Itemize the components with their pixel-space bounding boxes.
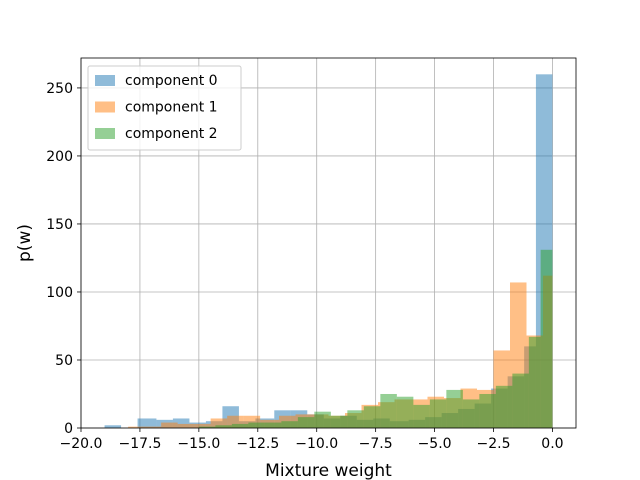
bar-component-2-9 [347, 410, 364, 428]
x-tick-label-6: −5.0 [418, 436, 452, 452]
bar-component-2-15 [446, 389, 463, 428]
x-tick-label-2: −15.0 [177, 436, 220, 452]
bar-component-2-19 [512, 373, 529, 428]
legend-label-component-2: component 2 [125, 126, 218, 142]
bar-component-2-7 [314, 411, 331, 428]
x-tick-label-1: −17.5 [118, 436, 161, 452]
x-tick-label-0: −20.0 [60, 436, 103, 452]
bar-component-0-4 [172, 418, 190, 428]
y-tick-label-4: 200 [46, 149, 73, 165]
bar-component-2-18 [495, 385, 513, 428]
x-tick-label-4: −10.0 [295, 436, 338, 452]
x-tick-label-7: −2.5 [477, 436, 511, 452]
bar-component-0-2 [137, 418, 157, 428]
x-axis-label: Mixture weight [265, 461, 392, 480]
bar-component-1-3 [177, 423, 195, 428]
bar-component-2-12 [396, 396, 414, 428]
legend-box [87, 65, 242, 151]
bar-component-1-4 [194, 423, 211, 428]
y-tick-label-1: 50 [55, 353, 73, 369]
bar-component-1-0 [128, 426, 145, 428]
bar-component-2-5 [281, 421, 298, 428]
bar-component-1-5 [210, 418, 228, 428]
x-tick-label-3: −12.5 [236, 436, 279, 452]
plot-frame [80, 57, 577, 429]
series-component-2 [198, 249, 553, 428]
bar-component-2-4 [264, 422, 282, 428]
legend-swatch-component-2 [95, 128, 115, 139]
bar-component-2-6 [297, 417, 315, 428]
bar-component-2-11 [380, 393, 397, 428]
bar-component-2-17 [479, 393, 496, 428]
bar-component-2-13 [413, 404, 430, 428]
y-tick-label-2: 100 [46, 285, 73, 301]
y-tick-label-0: 0 [64, 421, 73, 437]
bar-component-2-14 [429, 399, 447, 428]
bar-component-2-3 [248, 422, 265, 428]
legend-label-component-1: component 1 [125, 100, 218, 116]
y-tick-label-3: 150 [46, 217, 73, 233]
y-axis-label: p(w) [15, 224, 35, 262]
axis-ticks: −20.0 −17.5 −15.0 −12.5 −10.0 −7.5 −5.0 −2.5 0.0… [46, 81, 563, 452]
bar-component-2-10 [363, 406, 381, 428]
y-tick-label-5: 250 [46, 81, 73, 97]
legend-swatch-component-1 [95, 101, 115, 113]
x-tick-label-5: −7.5 [359, 436, 393, 452]
bar-component-2-8 [330, 415, 348, 428]
bar-component-2-20 [528, 336, 541, 428]
bar-component-2-21 [540, 249, 553, 428]
bar-component-2-16 [462, 399, 480, 428]
bar-component-0-0 [104, 425, 122, 428]
legend-label-component-0: component 0 [125, 73, 218, 89]
bar-component-2-2 [231, 423, 249, 428]
histogram-bars [104, 74, 553, 428]
bar-component-1-2 [161, 422, 178, 428]
bar-component-1-1 [144, 426, 162, 428]
bar-component-2-1 [215, 425, 232, 428]
x-tick-label-8: 0.0 [541, 436, 563, 452]
legend-swatch-component-0 [95, 75, 115, 86]
legend: component 0 component 1 component 2 [87, 65, 242, 151]
bar-component-2-0 [198, 426, 216, 428]
